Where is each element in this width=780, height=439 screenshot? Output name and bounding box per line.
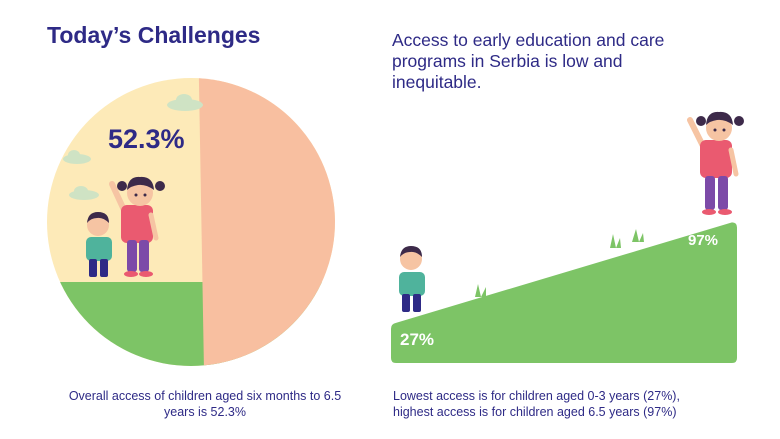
pie-chart	[47, 78, 335, 366]
page-title: Today’s Challenges	[47, 22, 261, 48]
boy-illustration	[86, 212, 112, 277]
grass-icon	[475, 284, 486, 297]
cloud-icon	[63, 150, 91, 164]
grass-icon	[632, 229, 644, 242]
low-access-label: 27%	[400, 330, 435, 349]
pie-value-label: 52.3%	[108, 124, 185, 154]
high-access-label: 97%	[688, 232, 719, 249]
slope-caption-line-2: highest access is for children aged 6.5 …	[393, 405, 677, 419]
pie-caption: Overall access of children aged six mont…	[68, 389, 342, 419]
boy-illustration	[399, 246, 425, 312]
slope-caption-line-1: Lowest access is for children aged 0-3 y…	[393, 389, 680, 403]
section-heading: Access to early education and care progr…	[392, 30, 665, 92]
pie-slice-remaining	[198, 78, 335, 366]
girl-waving-illustration	[109, 176, 165, 277]
access-slope	[391, 222, 737, 363]
cloud-icon	[69, 186, 99, 200]
girl-waving-illustration	[687, 111, 744, 215]
grass-icon	[610, 234, 621, 248]
slope-caption: Lowest access is for children aged 0-3 y…	[393, 388, 763, 420]
slope-chart	[391, 111, 744, 363]
cloud-icon	[167, 94, 203, 111]
